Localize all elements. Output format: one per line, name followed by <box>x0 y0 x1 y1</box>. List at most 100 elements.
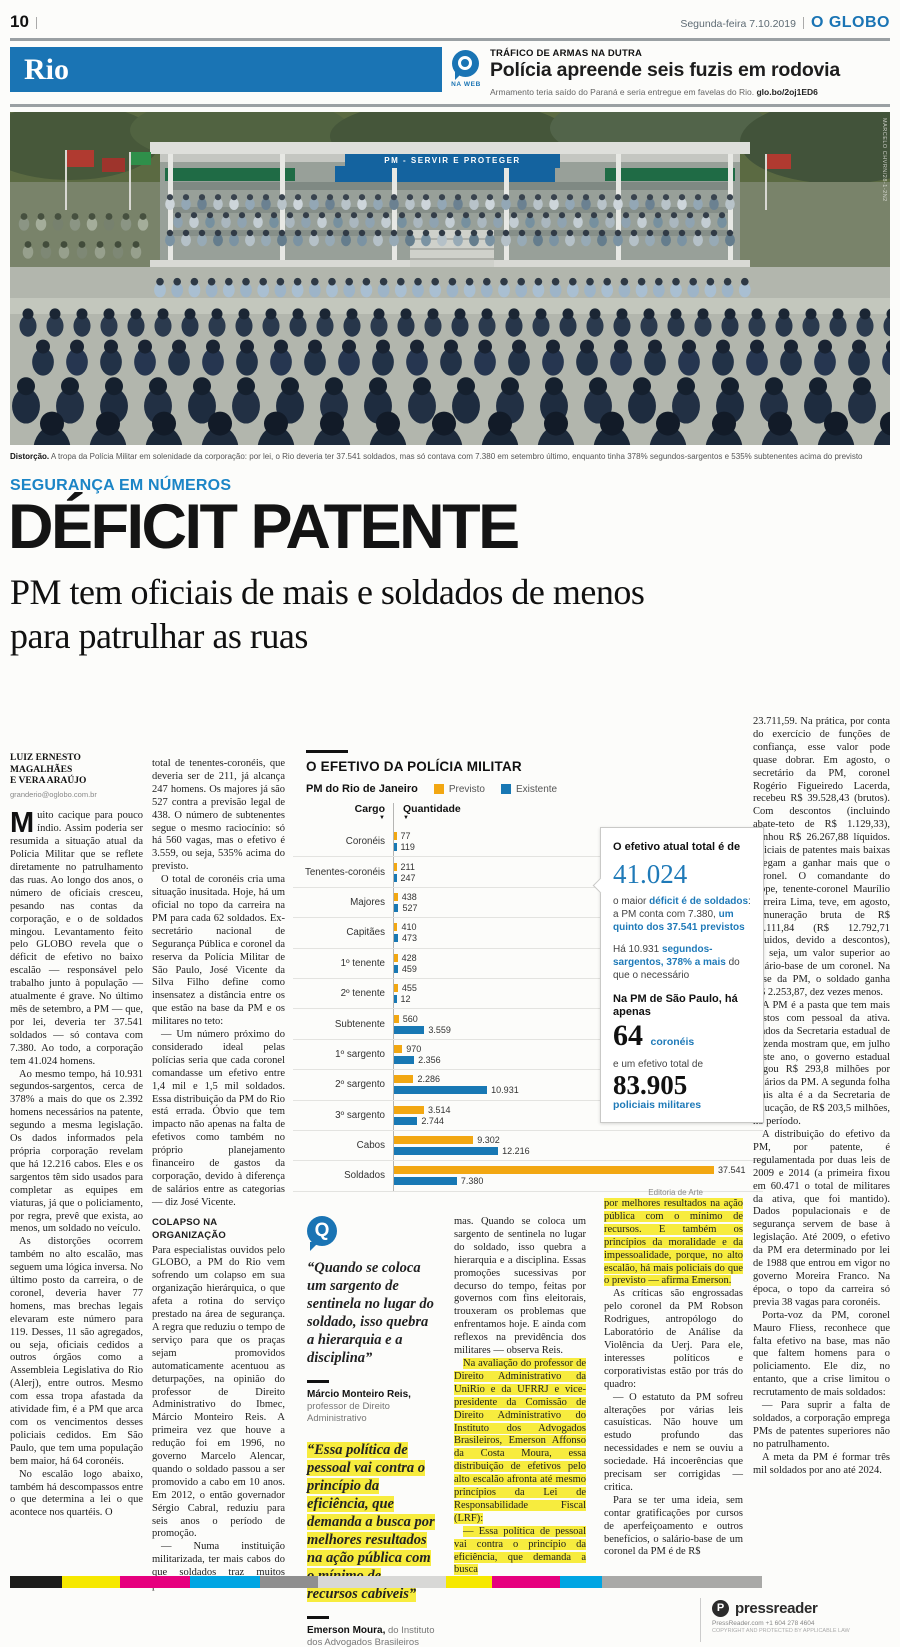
article-deck: PM tem oficiais de mais e soldados de me… <box>10 572 645 656</box>
body-paragraph: 23.711,59. Na prática, por conta do exer… <box>753 716 890 1000</box>
bar-previsto: 970 <box>394 1044 763 1054</box>
body-paragraph: A meta da PM é formar três mil soldados … <box>753 1452 890 1478</box>
legend-previsto: Previsto <box>433 784 485 795</box>
chart-bars: 3.514 2.744 <box>393 1100 763 1130</box>
legend-swatch-existente <box>500 784 511 794</box>
pressreader-contact[interactable]: PressReader.com +1 604 278 4604 <box>712 1620 815 1627</box>
bar-previsto-fill <box>394 1166 714 1175</box>
bar-existente-value: 119 <box>400 842 415 853</box>
chart-row: Tenentes-coronéis 211 247 <box>293 857 763 888</box>
bar-existente-fill <box>394 843 397 852</box>
text-segment: As distorções ocorrem também no alto esc… <box>10 1236 143 1467</box>
bar-existente-value: 459 <box>401 963 417 974</box>
body-paragraph: Para se ter uma ideia, sem contar gratif… <box>604 1495 743 1560</box>
bar-existente-value: 12 <box>400 994 411 1005</box>
chart-row: 1º tenente 428 459 <box>293 948 763 979</box>
divider <box>700 1598 701 1642</box>
body-paragraph: As distorções ocorrem também no alto esc… <box>10 1236 143 1468</box>
text-segment: A distribuição do efetivo da PM, por pat… <box>753 1129 890 1308</box>
legend-swatch-previsto <box>433 784 444 794</box>
chart-category-label: 3º sargento <box>335 1109 385 1121</box>
bar-existente-value: 12.216 <box>502 1146 530 1157</box>
callout-total-sp-label: policiais militares <box>613 1099 702 1111</box>
body-paragraph: A PM é a pasta que tem mais gastos com p… <box>753 1000 890 1129</box>
text-segment: COLAPSO NA ORGANIZAÇÃO <box>152 1216 226 1241</box>
bar-previsto-fill <box>394 1014 399 1023</box>
bar-previsto-fill <box>394 862 397 871</box>
chart-title: O EFETIVO DA POLÍCIA MILITAR <box>306 759 522 774</box>
text-segment: A PM é a pasta que tem mais gastos com p… <box>753 999 890 1128</box>
chart-bars: 970 2.356 <box>393 1039 763 1070</box>
bar-existente: 459 <box>394 963 763 974</box>
body-paragraph: — Essa política de pessoal vai contra o … <box>454 1525 586 1578</box>
text-segment: Para especialistas ouvidos pelo GLOBO, a… <box>152 1244 285 1540</box>
byline-email[interactable]: granderio@oglobo.com.br <box>10 789 97 799</box>
text-segment: o maior <box>613 896 650 907</box>
chart-row: Subtenente 560 3.559 <box>293 1009 763 1040</box>
text-segment: No escalão logo abaixo, também há descom… <box>10 1468 143 1519</box>
bar-previsto-fill <box>394 1136 474 1145</box>
text-segment: — Essa política de pessoal vai contra o … <box>454 1525 586 1576</box>
quote-bubble-icon: Q <box>307 1216 337 1246</box>
naweb-kicker: TRÁFICO DE ARMAS NA DUTRA <box>490 48 643 59</box>
text-segment: Porta-voz da PM, coronel Mauro Fliess, r… <box>753 1309 890 1399</box>
edition-date: Segunda-feira 7.10.2019 <box>680 18 796 30</box>
bar-existente-fill <box>394 964 398 973</box>
bar-previsto: 9.302 <box>394 1135 763 1146</box>
page-number: 10 <box>10 12 29 31</box>
bar-existente-fill <box>394 873 397 882</box>
text-segment: uito cacique para pouco índio. Assim pod… <box>10 810 143 1067</box>
chart-row: Capitães 410 473 <box>293 918 763 949</box>
bar-existente: 2.744 <box>394 1115 763 1126</box>
divider <box>35 17 37 29</box>
bar-previsto-value: 455 <box>401 983 417 994</box>
text-segment: por melhores resultados na ação pública … <box>604 1198 743 1287</box>
chart-bars: 455 12 <box>393 978 763 1009</box>
quote-2-attribution: Emerson Moura, do Instituto dos Advogado… <box>307 1625 435 1647</box>
bar-existente: 12.216 <box>394 1146 763 1157</box>
chart-row: 3º sargento 3.514 2.744 <box>293 1100 763 1131</box>
quote-2: “Essa política de pessoal vai contra o p… <box>307 1442 435 1602</box>
pm-banner: PM - SERVIR E PROTEGER <box>345 154 560 168</box>
callout-total: 41.024 <box>613 859 688 889</box>
bar-existente-fill <box>394 1116 418 1125</box>
chart-efetivo-pm: O EFETIVO DA POLÍCIA MILITAR PM do Rio d… <box>293 750 763 1200</box>
chart-category-label: 2º tenente <box>340 988 385 1000</box>
text-segment: M <box>10 807 35 840</box>
bar-previsto-fill <box>394 923 398 932</box>
photo-illustration <box>10 112 890 445</box>
bar-existente: 12 <box>394 994 763 1005</box>
text-segment: mas. Quando se coloca um sargento de sen… <box>454 1216 586 1357</box>
bar-existente-value: 2.744 <box>421 1115 444 1126</box>
chart-subtitle: PM do Rio de Janeiro <box>306 783 418 795</box>
body-paragraph: O total de coronéis cria uma situação in… <box>152 874 285 1029</box>
bar-previsto: 560 <box>394 1014 763 1024</box>
bar-existente: 10.931 <box>394 1085 763 1095</box>
legend-existente: Existente <box>500 784 557 795</box>
text-segment: — O estatuto da PM sofreu alterações por… <box>604 1391 743 1493</box>
bar-previsto-value: 428 <box>401 952 417 963</box>
naweb-link[interactable]: glo.bo/2oj1ED6 <box>756 87 818 97</box>
chart-row: Cabos 9.302 12.216 <box>293 1130 763 1162</box>
article-column-4: mas. Quando se coloca um sargento de sen… <box>454 1216 586 1577</box>
naweb-headline: Polícia apreende seis fuzis em rodovia <box>490 59 841 81</box>
chart-row: Majores 438 527 <box>293 887 763 919</box>
bar-previsto: 2.286 <box>394 1074 763 1084</box>
text-segment: Ao mesmo tempo, há 10.931 segundos-sarge… <box>10 1068 143 1235</box>
article-column-5: por melhores resultados na ação pública … <box>604 1198 743 1559</box>
print-registration-bar <box>10 1576 762 1588</box>
callout-mid-text: e um efetivo total de <box>613 1059 704 1070</box>
bar-previsto-value: 77 <box>400 831 411 842</box>
text-segment: total de tenentes-coronéis, que deveria … <box>152 758 285 873</box>
bar-previsto-value: 9.302 <box>477 1135 500 1146</box>
callout-intro: O efetivo atual total é de <box>613 841 741 853</box>
bar-existente-fill <box>394 1147 499 1156</box>
chart-category-label: 1º sargento <box>335 1048 385 1060</box>
bar-previsto: 211 <box>394 862 763 872</box>
sort-arrow-icon: ▼ <box>379 815 385 821</box>
bar-previsto-value: 410 <box>401 922 417 933</box>
text-segment: um quinto dos 37.541 previstos <box>613 909 745 933</box>
pressreader-footer: P pressreader PressReader.com +1 604 278… <box>712 1600 892 1634</box>
bar-previsto-value: 3.514 <box>427 1104 451 1115</box>
